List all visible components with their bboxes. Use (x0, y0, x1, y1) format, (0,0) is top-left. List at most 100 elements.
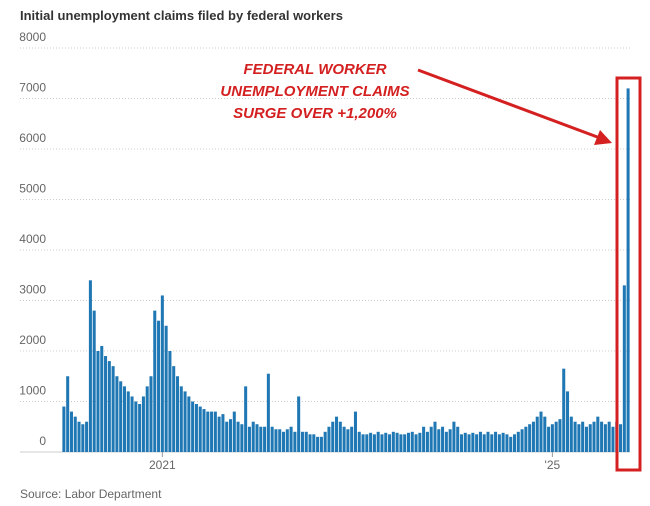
bar (194, 404, 198, 452)
bar (391, 431, 395, 452)
bar (278, 429, 282, 452)
bar (566, 391, 570, 452)
bar (236, 421, 240, 452)
bar (274, 429, 278, 452)
bar (524, 426, 528, 452)
bar (619, 424, 623, 452)
bar (361, 434, 365, 452)
bar (342, 426, 346, 452)
bar (141, 396, 145, 452)
bar (509, 436, 513, 452)
bar (149, 376, 153, 452)
bar (558, 419, 562, 452)
bar (210, 411, 214, 452)
bar (441, 426, 445, 452)
bar (164, 325, 168, 452)
bar (92, 310, 96, 452)
bar (463, 432, 467, 452)
annotation-line: SURGE OVER +1,200% (233, 105, 397, 122)
bar (444, 431, 448, 452)
bar (289, 426, 293, 452)
bar (100, 345, 104, 452)
bar (217, 416, 221, 452)
bar (130, 396, 134, 452)
bar (115, 376, 119, 452)
y-tick-label: 4000 (19, 232, 46, 246)
bar (520, 429, 524, 452)
bar (539, 411, 543, 452)
bar (456, 426, 460, 452)
bar (384, 432, 388, 452)
bar (263, 426, 267, 452)
bar (346, 429, 350, 452)
bar (183, 391, 187, 452)
highlight-box (615, 76, 642, 472)
bar (255, 424, 259, 452)
bar (96, 351, 100, 452)
bar (179, 386, 183, 452)
bar (240, 424, 244, 452)
bar (486, 431, 490, 452)
bar (62, 406, 66, 452)
bar (372, 434, 376, 452)
bar (251, 421, 255, 452)
bar (482, 434, 486, 452)
bar (187, 396, 191, 452)
bar (175, 376, 180, 452)
bar (73, 416, 77, 452)
bar (259, 426, 263, 452)
x-tick-label: 2021 (149, 458, 176, 472)
bar (403, 434, 407, 452)
bar (247, 426, 251, 452)
bar (172, 366, 176, 452)
y-tick-label: 0 (39, 434, 46, 448)
bar (395, 432, 399, 452)
bar (547, 426, 551, 452)
bar (126, 391, 130, 452)
bar (494, 431, 498, 452)
bar (107, 361, 111, 452)
y-tick-label: 1000 (19, 384, 46, 398)
bar (425, 431, 429, 452)
bar (611, 426, 615, 452)
bar (191, 401, 195, 452)
bar (134, 401, 138, 452)
bar (596, 416, 600, 452)
bar (353, 411, 357, 452)
bar (376, 431, 380, 452)
bar (138, 404, 142, 452)
bar (584, 426, 588, 452)
y-tick-label: 7000 (19, 81, 46, 95)
y-tick-label: 8000 (19, 30, 46, 44)
bar (418, 432, 422, 452)
bar (168, 351, 172, 452)
bar (543, 416, 547, 452)
bar (581, 421, 585, 452)
bar (244, 386, 248, 452)
bar (213, 411, 217, 452)
bar (414, 434, 418, 452)
bar (160, 295, 164, 452)
bar (308, 434, 312, 452)
bar (607, 421, 611, 452)
bar (225, 421, 229, 452)
bar (550, 424, 554, 452)
bar (69, 411, 73, 452)
bar (350, 426, 354, 452)
chart-title: Initial unemployment claims filed by fed… (20, 8, 343, 23)
bar (206, 411, 210, 452)
bar (323, 431, 327, 452)
bar (316, 436, 320, 452)
bar (600, 421, 604, 452)
bar (111, 366, 115, 452)
bar (399, 434, 403, 452)
y-tick-label: 6000 (19, 131, 46, 145)
bar (365, 434, 369, 452)
bar (562, 368, 566, 452)
bar (153, 310, 157, 452)
bar (554, 421, 558, 452)
bar (77, 421, 81, 452)
bar (569, 416, 573, 452)
bar (66, 376, 70, 452)
